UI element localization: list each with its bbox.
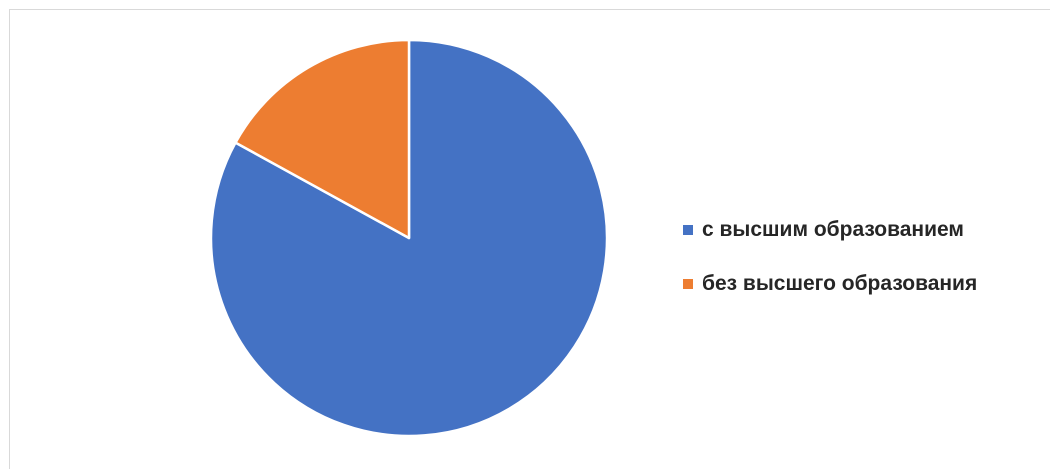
legend-label-no-higher-education: без высшего образования [702, 272, 978, 295]
legend-swatch-higher-education [683, 225, 693, 235]
legend: с высшим образованием без высшего образо… [683, 214, 977, 322]
legend-item-no-higher-education: без высшего образования [683, 268, 977, 300]
pie-slices [209, 38, 609, 438]
pie-slice-no-higher-education [234, 38, 411, 240]
legend-item-higher-education: с высшим образованием [683, 214, 977, 246]
legend-swatch-no-higher-education [683, 279, 693, 289]
legend-label-higher-education: с высшим образованием [702, 218, 964, 241]
